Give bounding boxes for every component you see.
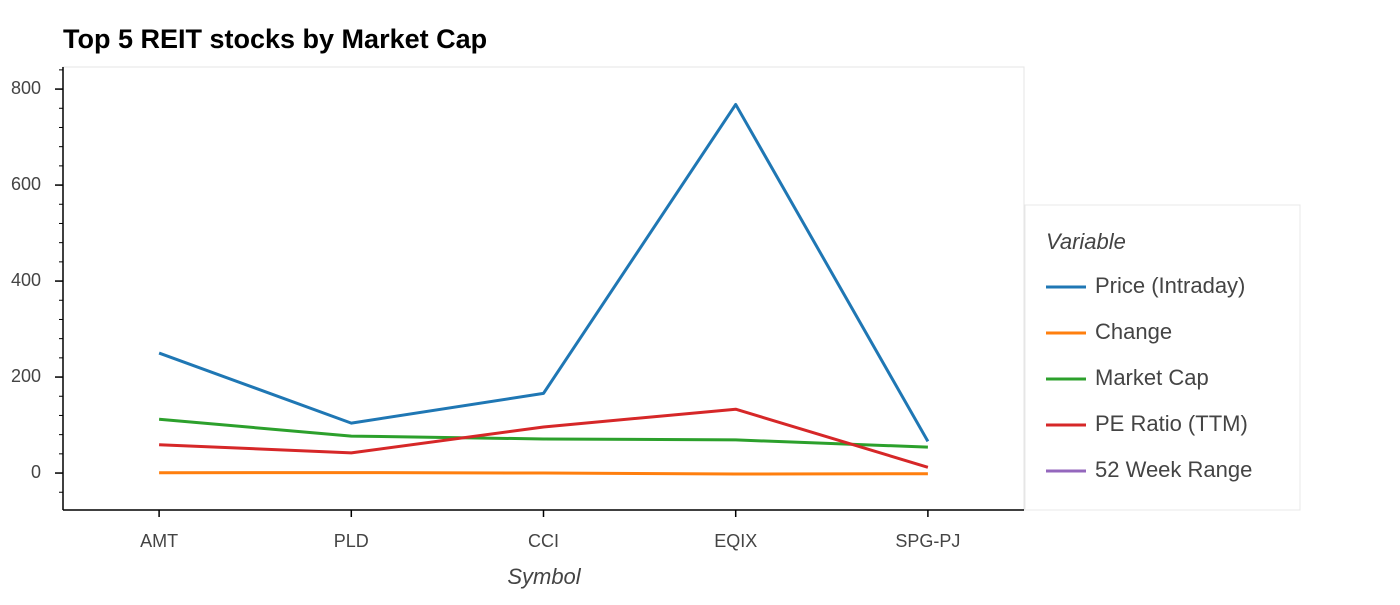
legend-box [1024, 204, 1301, 511]
legend-label: PE Ratio (TTM) [1095, 411, 1248, 436]
legend-label: Market Cap [1095, 365, 1209, 390]
y-tick-label: 400 [11, 270, 41, 290]
legend-label: 52 Week Range [1095, 457, 1252, 482]
series-line [159, 471, 928, 476]
chart-title: Top 5 REIT stocks by Market Cap [63, 24, 487, 54]
series-line [158, 102, 930, 443]
x-tick-label: CCI [528, 531, 559, 551]
plot-frame [62, 66, 1025, 511]
legend-title: Variable [1046, 229, 1126, 254]
x-tick-label: EQIX [714, 531, 757, 551]
legend-label: Change [1095, 319, 1172, 344]
x-tick-label: PLD [334, 531, 369, 551]
series-line [159, 407, 929, 469]
y-tick-label: 800 [11, 78, 41, 98]
x-axis-label: Symbol [507, 564, 581, 589]
y-tick-label: 600 [11, 174, 41, 194]
y-tick-label: 0 [31, 462, 41, 482]
legend-label: Price (Intraday) [1095, 273, 1245, 298]
x-tick-label: AMT [140, 531, 178, 551]
series-line [158, 417, 928, 449]
y-tick-label: 200 [11, 366, 41, 386]
x-tick-label: SPG-PJ [895, 531, 960, 551]
